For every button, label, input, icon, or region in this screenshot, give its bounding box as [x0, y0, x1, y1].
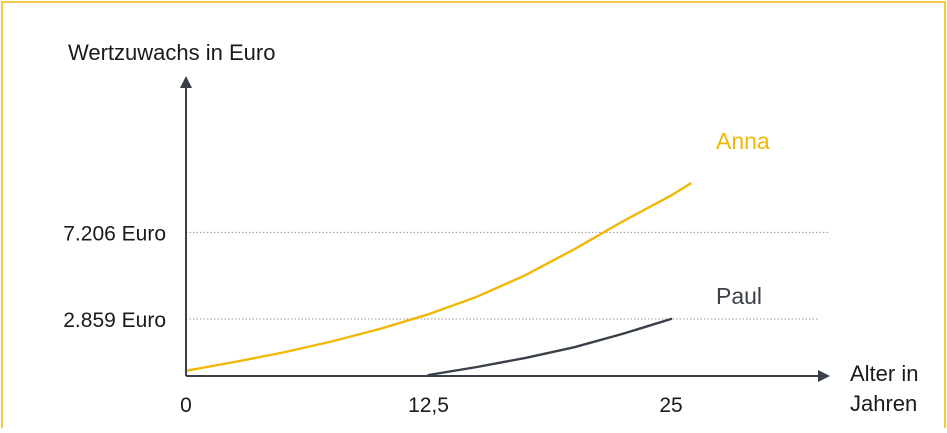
grid-lines — [186, 231, 830, 320]
x-axis-title-line: Jahren — [850, 391, 917, 416]
y-tick-label: 2.859 Euro — [63, 309, 166, 332]
series-line-anna — [184, 182, 692, 372]
labels: 7.206 Euro 2.859 Euro 0 12,5 25 Wertzuwachs i… — [63, 40, 918, 417]
x-axis-title-line: Alter in — [850, 361, 918, 386]
series-lines — [184, 182, 692, 377]
x-axis-arrow — [818, 370, 830, 382]
y-tick-label: 7.206 Euro — [63, 222, 166, 245]
x-tick-label: 0 — [180, 394, 192, 417]
series-label-anna: Anna — [716, 128, 770, 154]
y-axis-arrow — [180, 76, 192, 88]
axes — [180, 76, 830, 382]
x-tick-label: 12,5 — [408, 394, 449, 417]
series-line-paul — [427, 317, 673, 377]
y-axis-title: Wertzuwachs in Euro — [68, 40, 275, 65]
series-label-paul: Paul — [716, 283, 762, 309]
x-tick-label: 25 — [659, 394, 682, 417]
